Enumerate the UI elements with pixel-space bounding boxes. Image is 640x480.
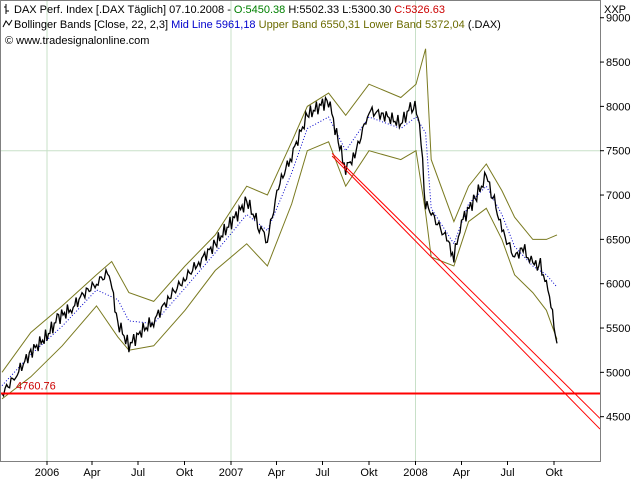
y-tick-label: 9000 <box>606 13 630 25</box>
plot-border <box>0 0 601 462</box>
header-indicator: Bollinger Bands [Close, 22, 2,3] <box>14 19 168 31</box>
header-open: O:5450.38 <box>234 4 285 16</box>
header-instrument: DAX Perf. Index [.DAX Täglich] 07.10.200… <box>14 4 231 16</box>
header-upper: Upper Band 6550,31 <box>259 19 361 31</box>
header-low: L:5300.30 <box>342 4 391 16</box>
axis-layer: 4500 5000 5500 6000 6500 7000 7500 8000 8500 9000… <box>35 13 631 479</box>
header-close: C:5326.63 <box>394 4 445 16</box>
y-tick-label: 8000 <box>606 101 630 113</box>
y-tick-label: 5000 <box>606 367 630 379</box>
series-layer <box>1 48 558 400</box>
mid-band-line <box>1 116 558 386</box>
indicator-icon <box>2 19 13 28</box>
y-tick-label: 4500 <box>606 412 630 424</box>
x-tick-label: Apr <box>83 467 100 479</box>
x-tick-label: 2006 <box>35 467 59 479</box>
y-tick-label: 8500 <box>606 57 630 69</box>
trend-line <box>331 155 601 430</box>
instrument-icon <box>4 4 9 14</box>
x-tick-label: 2008 <box>403 467 427 479</box>
upper-band-line <box>1 48 558 373</box>
x-tick-label: Okt <box>360 467 377 479</box>
x-tick-label: 2007 <box>219 467 243 479</box>
price-scale-label: XXP <box>604 4 626 16</box>
header-high: H:5502.33 <box>288 4 339 16</box>
lower-band-line <box>1 141 558 400</box>
header-line2: Bollinger Bands [Close, 22, 2,3] Mid Lin… <box>14 19 501 31</box>
header-mid: Mid Line 5961,18 <box>171 19 255 31</box>
header-line1: DAX Perf. Index [.DAX Täglich] 07.10.200… <box>14 4 445 16</box>
x-tick-label: Jul <box>500 467 514 479</box>
support-level-label: 4760.76 <box>16 381 56 393</box>
y-tick-label: 7000 <box>606 190 630 202</box>
x-tick-label: Jul <box>315 467 329 479</box>
x-tick-label: Apr <box>453 467 470 479</box>
y-tick-label: 5500 <box>606 323 630 335</box>
trend-line <box>331 153 601 419</box>
price-line <box>1 95 558 398</box>
header-lower: Lower Band 5372,04 <box>363 19 465 31</box>
y-tick-label: 6000 <box>606 279 630 291</box>
y-tick-label: 6500 <box>606 234 630 246</box>
header-suffix: (.DAX) <box>468 19 501 31</box>
x-tick-label: Jul <box>131 467 145 479</box>
y-tick-label: 7500 <box>606 146 630 158</box>
x-tick-label: Okt <box>545 467 562 479</box>
header-line3: © www.tradesignalonline.com <box>5 35 149 47</box>
overlay-layer <box>0 153 601 430</box>
x-tick-label: Apr <box>268 467 285 479</box>
x-tick-label: Okt <box>176 467 193 479</box>
chart-header: DAX Perf. Index [.DAX Täglich] 07.10.200… <box>5 4 501 47</box>
